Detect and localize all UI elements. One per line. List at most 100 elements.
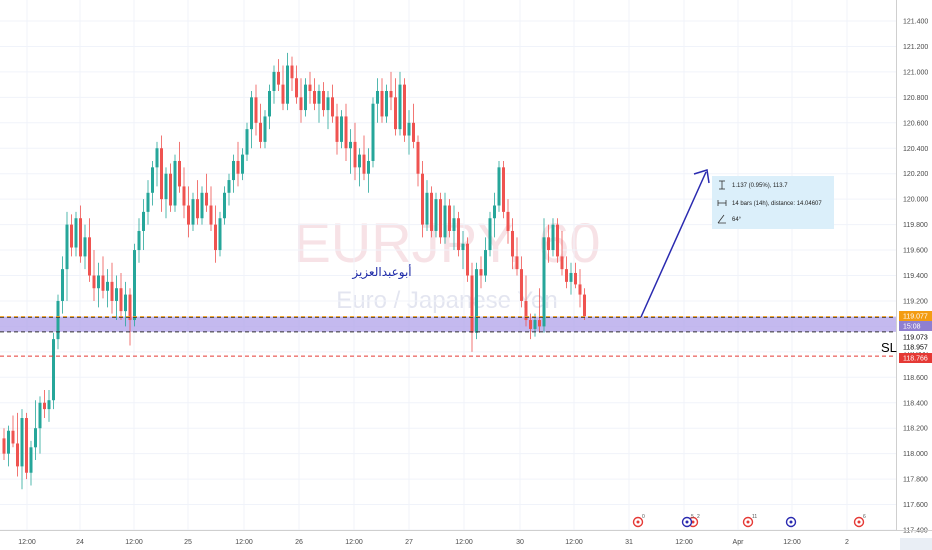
time-tick-label: 12:00 [565, 539, 583, 546]
candle-body [583, 294, 586, 317]
time-tick-label: 12:00 [783, 539, 801, 546]
time-axis[interactable]: 12:00 24 12:00 25 12:00 26 12:00 27 12:00 30 12:00… [18, 539, 849, 546]
candle-body [133, 250, 136, 321]
event-markers[interactable]: 0 25 11 6 [632, 514, 867, 528]
candle-down [290, 56, 294, 91]
angle-icon [717, 214, 726, 224]
settings-corner[interactable] [900, 538, 932, 550]
candle-up [146, 180, 150, 225]
candle-down [470, 262, 474, 352]
candle-up [349, 129, 352, 174]
measure-box-bg [712, 176, 834, 229]
candle-body [281, 84, 285, 104]
trend-arrow[interactable] [640, 169, 710, 318]
candle-down [2, 428, 6, 461]
candle-up [232, 154, 235, 193]
candle-up [83, 224, 87, 270]
candle-body [349, 141, 352, 149]
candle-body [178, 160, 181, 187]
candle-down [92, 250, 96, 301]
candle-up [376, 78, 379, 123]
time-tick-label: 27 [405, 539, 413, 546]
candle-down [119, 272, 123, 321]
candle-body [74, 218, 78, 248]
candle-down [299, 78, 303, 123]
candle-down [574, 262, 577, 289]
measure-price-change: 1.137 (0.95%), 113.7 [732, 183, 788, 189]
candle-down [101, 256, 105, 299]
candle-body [236, 160, 240, 174]
support-zone[interactable] [0, 316, 896, 332]
candle-down [16, 412, 19, 477]
candle-up [326, 90, 330, 130]
candle-down [578, 269, 582, 308]
candle-up [151, 160, 154, 206]
candle-up [142, 199, 145, 251]
candle-down [511, 218, 514, 270]
price-axis[interactable]: 121.400 121.200 121.000 120.800 120.600 120.4… [903, 19, 928, 535]
candle-body [344, 116, 348, 149]
candle-down [529, 313, 532, 340]
candle-body [56, 300, 60, 340]
candle-body [11, 430, 15, 444]
price-labels: 119.077 15:08 119.073 118.957 118.766 [899, 311, 932, 363]
candle-body [241, 154, 244, 174]
event-count: 5 [691, 514, 694, 520]
candle-down [43, 390, 46, 419]
candle-body [137, 230, 141, 251]
time-tick-label: 25 [184, 539, 192, 546]
candle-down [335, 103, 339, 155]
price-label: 119.077 [903, 314, 928, 321]
candle-up [20, 409, 24, 490]
candle-up [488, 211, 492, 257]
candle-down [79, 205, 82, 263]
candle-body [196, 199, 199, 219]
candle-body [317, 90, 321, 104]
candle-body [70, 224, 73, 248]
candle-body [322, 90, 325, 111]
candle-body [466, 243, 469, 276]
price-tick-label: 118.600 [903, 375, 928, 382]
price-label: 118.766 [903, 356, 928, 363]
candle-down [556, 218, 559, 263]
candle-down [583, 288, 586, 321]
candle-body [38, 402, 42, 429]
candle-down [254, 84, 258, 136]
candle-body [461, 243, 465, 251]
candle-body [308, 84, 312, 91]
measure-tooltip[interactable]: 1.137 (0.95%), 113.7 14 bars (14h), dist… [712, 176, 834, 229]
price-label: 119.073 [903, 335, 928, 342]
candle-up [340, 110, 343, 149]
candle-up [133, 243, 136, 327]
candle-up [263, 110, 267, 149]
price-tick-label: 117.600 [903, 502, 928, 509]
candle-body [65, 224, 69, 270]
candle-down [439, 192, 442, 244]
candle-body [470, 275, 474, 333]
candle-down [187, 186, 190, 238]
candle-body [119, 288, 123, 312]
event-marker-dot [685, 520, 689, 524]
candle-body [533, 320, 537, 329]
candle-body [43, 402, 46, 410]
candle-down [412, 103, 415, 149]
candle-body [389, 90, 393, 98]
price-tick-label: 120.200 [903, 171, 928, 178]
candle-up [74, 211, 78, 257]
price-range-icon [719, 180, 725, 190]
price-tick-label: 121.400 [903, 19, 928, 26]
candle-body [407, 122, 411, 136]
candle-body [511, 230, 514, 257]
candle-body [551, 224, 555, 251]
price-label-bg [899, 342, 932, 352]
candle-body [569, 272, 573, 282]
price-tick-label: 120.600 [903, 120, 928, 127]
candle-down [421, 160, 424, 238]
event-marker-dot [857, 520, 861, 524]
time-tick-label: 30 [516, 539, 524, 546]
candle-body [358, 154, 361, 168]
candle-down [214, 205, 217, 263]
candle-body [493, 205, 496, 219]
candle-down [380, 78, 384, 123]
